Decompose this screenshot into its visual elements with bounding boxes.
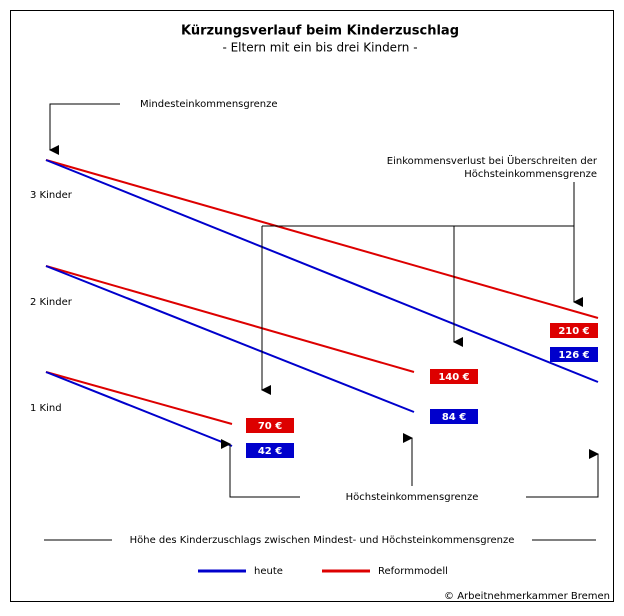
row-label: 2 Kinder (30, 297, 73, 308)
value-label: 126 € (558, 350, 589, 361)
row-label: 1 Kind (30, 403, 62, 414)
legend-label: heute (254, 566, 283, 577)
annotation: Höchsteinkommensgrenze (464, 169, 597, 180)
value-boxes: 210 € 126 € 140 € 84 € 70 € 42 € (246, 323, 598, 458)
lines (45, 159, 599, 447)
frame (10, 10, 614, 602)
annotation: Höchsteinkommensgrenze (346, 492, 479, 503)
footer: © Arbeitnehmerkammer Bremen (444, 591, 610, 602)
value-label: 210 € (558, 326, 589, 337)
annotation: Einkommensverlust bei Überschreiten der (387, 154, 598, 167)
title: Kürzungsverlauf beim Kinderzuschlag (181, 24, 459, 39)
subtitle: - Eltern mit ein bis drei Kindern - (222, 41, 417, 55)
arrows (44, 103, 599, 541)
annotation: Höhe des Kinderzuschlags zwischen Mindes… (130, 535, 515, 546)
row-label: 3 Kinder (30, 190, 73, 201)
legend-label: Reformmodell (378, 566, 448, 577)
value-label: 140 € (438, 372, 469, 383)
value-label: 70 € (258, 421, 282, 432)
annotation: Mindesteinkommensgrenze (140, 99, 278, 110)
value-label: 84 € (442, 412, 466, 423)
value-label: 42 € (258, 446, 282, 457)
